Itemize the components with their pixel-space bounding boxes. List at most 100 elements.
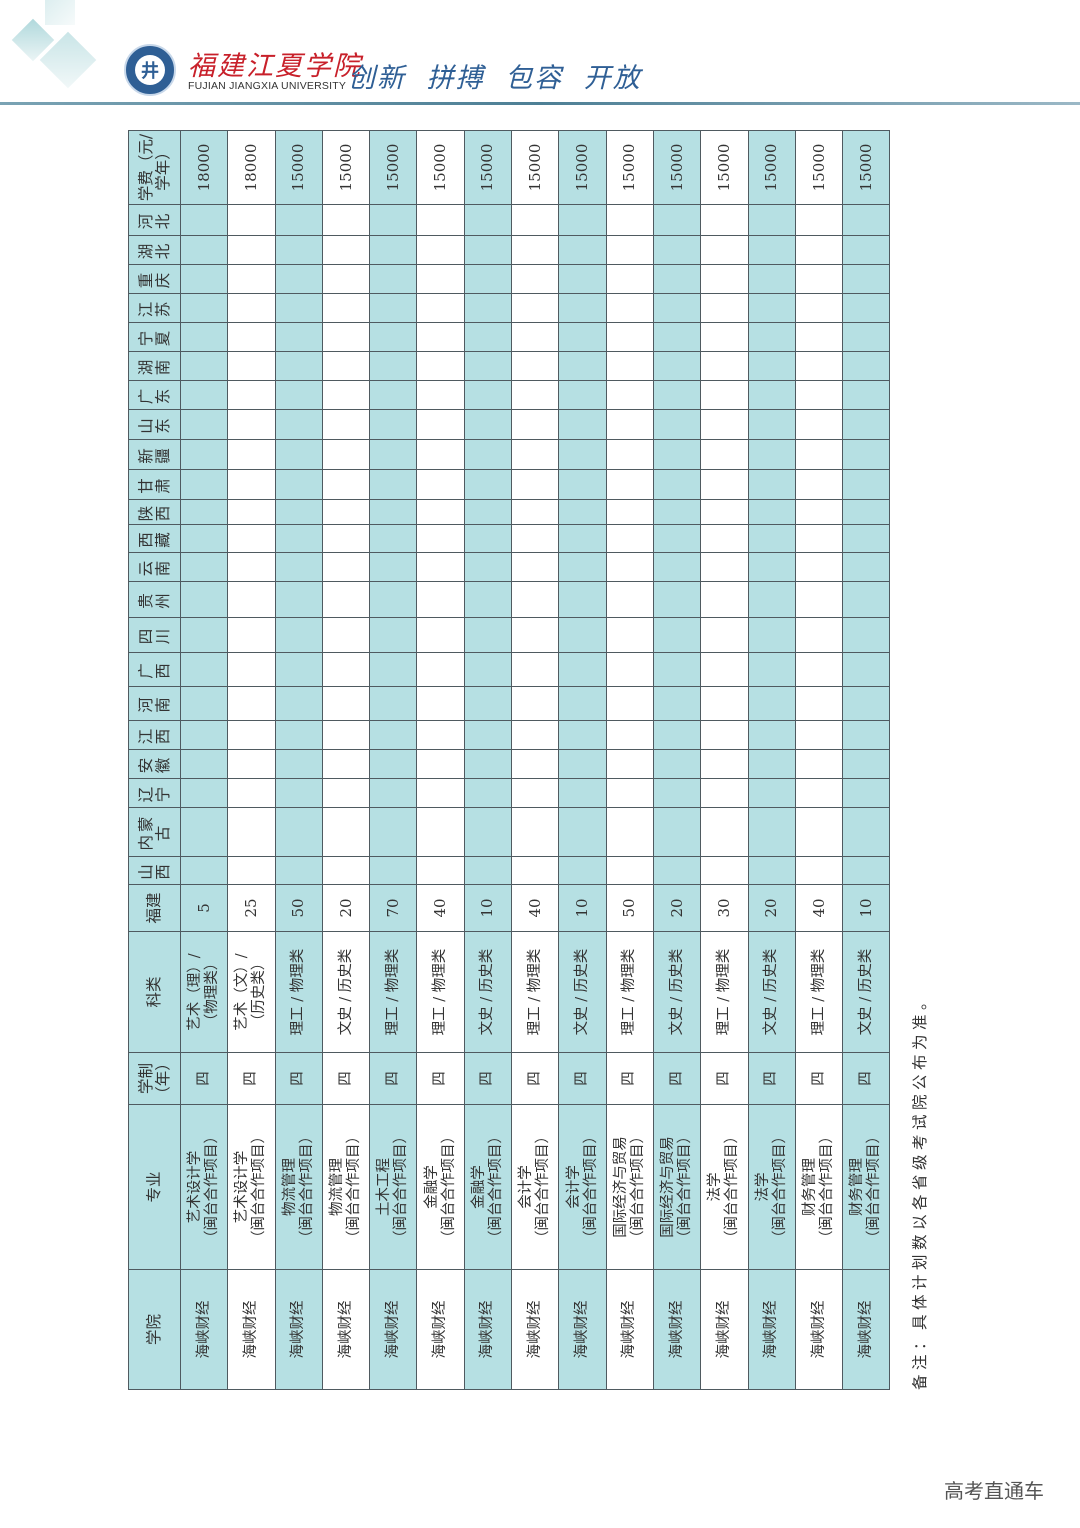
province-quota-cell: [558, 720, 607, 750]
tuition-cell-text: 15000: [336, 143, 355, 192]
province-quota-cell: [227, 439, 276, 470]
province-quota-cell: [700, 469, 749, 500]
province-quota-cell: [795, 749, 843, 779]
college-cell: 海峡财经: [653, 1269, 701, 1390]
column-header: 广西: [128, 652, 181, 687]
province-quota-cell: [464, 235, 512, 265]
category-cell: 理工 / 物理类: [275, 931, 323, 1053]
column-header: 辽宁: [128, 778, 181, 808]
category-cell-text: 艺术（理）/: [187, 953, 204, 1031]
tuition-cell: 15000: [464, 130, 512, 205]
fujian-quota-cell-text: 40: [525, 898, 544, 918]
college-cell: 海峡财经: [795, 1269, 843, 1390]
province-quota-cell: [369, 617, 417, 653]
college-cell-text: 海峡财经: [432, 1300, 449, 1359]
table-row: 海峡财经 艺术设计学 （闽台合作项目） 四 艺术（理）/（物理类） 5 18000: [180, 130, 228, 1390]
column-header: 科类: [128, 931, 181, 1053]
college-cell-text: 海峡财经: [668, 1300, 685, 1359]
tuition-cell: 15000: [842, 130, 890, 205]
table-row: 海峡财经 会计学 （闽台合作项目） 四 理工 / 物理类 40 15000: [511, 130, 559, 1390]
province-quota-cell: [369, 524, 417, 553]
tuition-cell-text: 15000: [667, 143, 686, 192]
province-quota-cell: [464, 204, 512, 236]
province-quota-cell: [322, 807, 370, 857]
tuition-cell: 15000: [558, 130, 607, 205]
province-quota-cell: [322, 439, 370, 470]
province-quota-cell: [227, 552, 276, 582]
column-header: 四川: [128, 617, 181, 653]
province-quota-cell: [180, 856, 228, 885]
province-quota-cell: [700, 293, 749, 323]
province-quota-cell: [653, 686, 701, 721]
province-quota-cell: [700, 778, 749, 808]
province-quota-cell: [558, 778, 607, 808]
province-quota-cell: [416, 778, 465, 808]
province-quota-cell: [416, 856, 465, 885]
province-quota-cell: [275, 235, 323, 265]
province-quota-cell: [180, 652, 228, 687]
province-quota-cell: [322, 499, 370, 525]
province-quota-cell: [795, 581, 843, 618]
tuition-cell: 15000: [700, 130, 749, 205]
column-header: 学费（元/学年）: [128, 130, 181, 205]
province-quota-cell: [795, 652, 843, 687]
category-cell: 理工 / 物理类: [700, 931, 749, 1053]
province-quota-cell: [511, 322, 559, 352]
category-cell: 理工 / 物理类: [511, 931, 559, 1053]
province-quota-cell: [653, 235, 701, 265]
column-header: 重庆: [128, 264, 181, 294]
college-cell-text: 海峡财经: [195, 1300, 212, 1359]
fujian-quota-cell-text: 20: [667, 898, 686, 918]
province-quota-cell: [511, 856, 559, 885]
category-cell-text: （物理类）: [204, 955, 221, 1029]
province-quota-cell: [606, 686, 654, 721]
province-quota-cell: [369, 856, 417, 885]
years-cell: 四: [369, 1052, 417, 1105]
table-row: 海峡财经 财务管理 （闽台合作项目） 四 文史 / 历史类 10 15000: [842, 130, 890, 1390]
major-cell: 法学 （闽台合作项目）: [700, 1104, 749, 1270]
major-cell-text: （闽台合作项目）: [819, 1129, 835, 1245]
province-quota-cell: [227, 652, 276, 687]
province-quota-cell: [227, 856, 276, 885]
province-quota-cell: [842, 778, 890, 808]
college-cell-text: 海峡财经: [384, 1300, 401, 1359]
category-cell-text: 文史 / 历史类: [668, 948, 685, 1036]
province-quota-cell: [606, 720, 654, 750]
tuition-cell-text: 15000: [478, 143, 497, 192]
years-cell: 四: [227, 1052, 276, 1105]
province-quota-cell: [842, 439, 890, 470]
province-quota-cell: [322, 617, 370, 653]
column-header: 河南: [128, 686, 181, 721]
province-quota-cell: [180, 439, 228, 470]
province-quota-cell: [748, 617, 796, 653]
tuition-cell: 15000: [511, 130, 559, 205]
category-cell: 理工 / 物理类: [416, 931, 465, 1053]
table-note: 备注：具体计划数以各省级考试院公布为准。: [911, 989, 930, 1390]
years-cell: 四: [700, 1052, 749, 1105]
tuition-cell: 15000: [416, 130, 465, 205]
province-quota-cell: [558, 686, 607, 721]
fujian-quota-cell-text: 50: [620, 898, 639, 918]
header-row: 学院 专业 学制（年） 科类 福建 山西 内蒙古 辽宁 安徽 江西 河南 广西 四川 贵州 云南 西藏 陕西 甘肃…: [128, 130, 181, 1390]
province-quota-cell: [558, 581, 607, 618]
province-quota-cell: [795, 552, 843, 582]
province-quota-cell: [558, 439, 607, 470]
province-quota-cell: [511, 552, 559, 582]
table-row: 海峡财经 国际经济与贸易 （闽台合作项目） 四 理工 / 物理类 50 15000: [606, 130, 654, 1390]
table-row: 海峡财经 物流管理 （闽台合作项目） 四 文史 / 历史类 20 15000: [322, 130, 370, 1390]
province-quota-cell: [464, 499, 512, 525]
province-quota-cell: [322, 778, 370, 808]
table-row: 海峡财经 法学 （闽台合作项目） 四 理工 / 物理类 30 15000: [700, 130, 749, 1390]
province-quota-cell: [795, 524, 843, 553]
table-row: 海峡财经 土木工程 （闽台合作项目） 四 理工 / 物理类 70 15000: [369, 130, 417, 1390]
province-quota-cell: [511, 409, 559, 440]
province-quota-cell: [275, 749, 323, 779]
province-quota-cell: [416, 264, 465, 294]
tuition-cell: 18000: [180, 130, 228, 205]
province-quota-cell: [842, 204, 890, 236]
province-quota-cell: [748, 581, 796, 618]
province-quota-cell: [748, 524, 796, 553]
table-row: 海峡财经 法学 （闽台合作项目） 四 文史 / 历史类 20 15000: [748, 130, 796, 1390]
years-cell-text: 四: [715, 1071, 732, 1086]
column-header: 内蒙古: [128, 807, 181, 857]
